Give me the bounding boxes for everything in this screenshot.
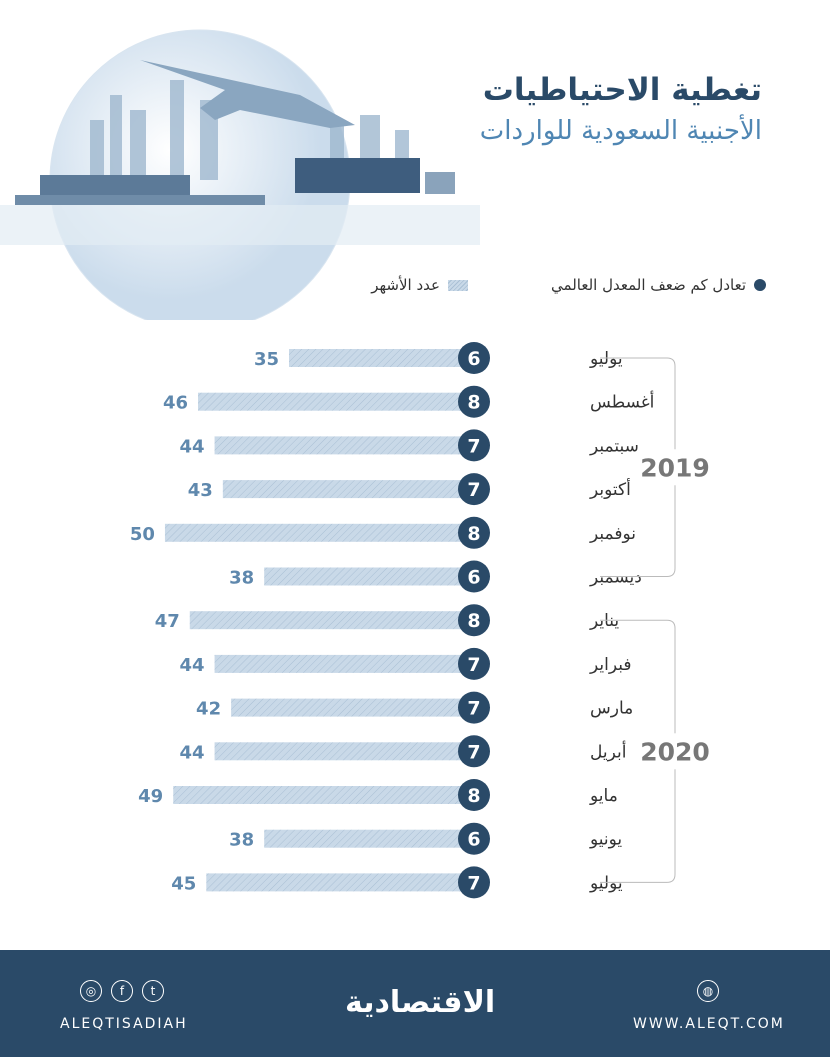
ratio-circle [458,735,490,768]
ratio-circle [458,560,490,593]
month-label: أكتوبر [589,478,631,500]
ratio-circle [458,779,490,811]
month-label: فبراير [589,655,631,675]
hatch-swatch-icon [448,279,468,291]
bar [206,873,481,892]
bar-value-label: 35 [254,349,279,370]
bar-value-label: 46 [163,393,188,414]
ratio-circle [458,473,490,506]
ratio-label: 8 [467,523,480,545]
bar [264,567,480,586]
header-illustration [0,29,480,320]
month-label: يوليو [589,873,623,893]
dot-icon [754,279,766,291]
logo: الاقتصادية [345,985,496,1020]
title-line-2: الأجنبية السعودية للواردات [479,116,762,146]
legend-bars-label: عدد الأشهر [371,276,440,294]
ratio-circle [458,385,490,418]
ratio-label: 7 [467,654,480,676]
bar [264,829,480,848]
ratio-label: 8 [467,392,480,414]
bar-value-label: 38 [229,830,254,851]
ratio-circle [458,342,490,374]
bar-value-label: 49 [138,786,163,807]
bar [164,523,480,542]
ratio-circle [458,604,490,637]
year-label: 2020 [640,737,710,766]
ratio-label: 6 [467,348,480,370]
bar-value-label: 45 [171,873,196,894]
chart: 35 6 يوليو 46 8 أغسطس 44 7 سبتمبر 43 7 أكتوبر 50 8 نوف… [130,342,710,899]
bar [222,480,480,499]
legend-circles: تعادل كم ضعف المعدل العالمي [551,276,766,294]
bar [189,611,480,630]
month-label: ديسمبر [589,568,642,588]
month-label: مايو [589,786,618,806]
bar [231,698,480,717]
instagram-icon[interactable]: ◎ [80,980,102,1002]
year-label: 2019 [640,453,710,482]
twitter-icon[interactable]: t [142,980,164,1002]
ratio-circle [458,691,490,724]
month-label: يناير [589,611,619,631]
globe-icon[interactable]: ◍ [697,980,719,1002]
bar-value-label: 47 [155,611,180,632]
footer: ◎ f t ALEQTISADIAH الاقتصادية ◍ WWW.ALEQ… [0,950,830,1057]
legend-circles-label: تعادل كم ضعف المعدل العالمي [551,276,746,294]
ratio-label: 6 [467,829,480,851]
bar-value-label: 42 [196,699,221,720]
ratio-label: 7 [467,741,480,763]
month-label: أغسطس [590,391,654,413]
website-link[interactable]: WWW.ALEQT.COM [633,1016,785,1032]
ratio-label: 7 [467,479,480,501]
ratio-circle [458,866,490,899]
bar-value-label: 38 [229,568,254,589]
bar [289,349,480,367]
bar-value-label: 44 [180,742,205,763]
bar [214,654,480,673]
bar [198,392,480,411]
ratio-circle [458,516,490,549]
ratio-circle [458,429,490,462]
ratio-label: 7 [467,698,480,720]
month-label: يونيو [589,830,622,850]
month-label: أبريل [590,740,626,762]
bar [173,786,480,804]
ratio-label: 6 [467,567,480,589]
ratio-label: 7 [467,435,480,457]
bar-value-label: 43 [188,480,213,501]
facebook-icon[interactable]: f [111,980,133,1002]
title-line-1: تغطية الاحتياطيات [482,72,762,108]
month-label: مارس [590,699,633,719]
month-label: نوفمبر [589,524,636,544]
bar [214,436,480,455]
bar-value-label: 50 [130,524,155,545]
bar-value-label: 44 [180,436,205,457]
social-handle[interactable]: ALEQTISADIAH [60,1016,188,1032]
legend-bars: عدد الأشهر [371,276,468,294]
ratio-label: 8 [467,610,480,632]
month-label: يوليو [589,349,623,369]
month-label: سبتمبر [589,436,639,456]
ratio-label: 8 [467,785,480,807]
bar [214,742,480,761]
ratio-circle [458,822,490,855]
bar-value-label: 44 [180,655,205,676]
ratio-circle [458,647,490,680]
ratio-label: 7 [467,872,480,894]
